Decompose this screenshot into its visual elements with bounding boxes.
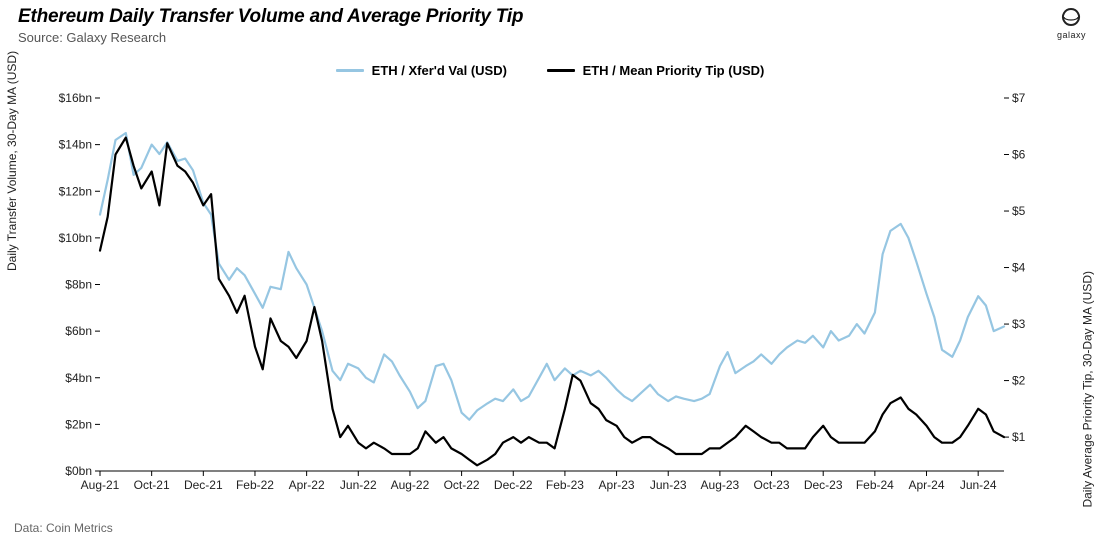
page-root: Ethereum Daily Transfer Volume and Avera… bbox=[0, 0, 1100, 541]
brand-logo: galaxy bbox=[1057, 6, 1086, 40]
galaxy-icon bbox=[1057, 6, 1086, 28]
legend-label-tip: ETH / Mean Priority Tip (USD) bbox=[583, 63, 765, 78]
chart-title: Ethereum Daily Transfer Volume and Avera… bbox=[18, 6, 523, 28]
svg-text:$6: $6 bbox=[1012, 148, 1026, 162]
svg-text:$16bn: $16bn bbox=[59, 91, 92, 105]
chart-subtitle: Source: Galaxy Research bbox=[18, 30, 523, 45]
svg-text:Feb-24: Feb-24 bbox=[856, 478, 894, 492]
chart-legend: ETH / Xfer'd Val (USD) ETH / Mean Priori… bbox=[0, 60, 1100, 78]
svg-text:Aug-22: Aug-22 bbox=[391, 478, 430, 492]
svg-text:$3: $3 bbox=[1012, 317, 1026, 331]
svg-text:Oct-22: Oct-22 bbox=[444, 478, 480, 492]
svg-text:Aug-23: Aug-23 bbox=[701, 478, 740, 492]
legend-swatch-xfer bbox=[336, 69, 364, 72]
chart-footer: Data: Coin Metrics bbox=[14, 521, 113, 535]
svg-text:$6bn: $6bn bbox=[65, 324, 92, 338]
svg-text:$8bn: $8bn bbox=[65, 278, 92, 292]
svg-text:Apr-23: Apr-23 bbox=[599, 478, 635, 492]
svg-text:Feb-23: Feb-23 bbox=[546, 478, 584, 492]
svg-text:$2: $2 bbox=[1012, 374, 1026, 388]
svg-text:$5: $5 bbox=[1012, 204, 1026, 218]
chart-svg: $0bn $2bn $4bn $6bn $8bn $10bn $12bn $14bn $16bn… bbox=[34, 82, 1066, 503]
legend-label-xfer: ETH / Xfer'd Val (USD) bbox=[372, 63, 507, 78]
chart-header: Ethereum Daily Transfer Volume and Avera… bbox=[18, 6, 523, 45]
svg-text:$7: $7 bbox=[1012, 91, 1026, 105]
svg-text:Feb-22: Feb-22 bbox=[236, 478, 274, 492]
svg-text:Apr-24: Apr-24 bbox=[908, 478, 944, 492]
svg-text:Jun-24: Jun-24 bbox=[960, 478, 997, 492]
svg-text:Jun-23: Jun-23 bbox=[650, 478, 687, 492]
legend-swatch-tip bbox=[547, 69, 575, 72]
svg-text:$14bn: $14bn bbox=[59, 138, 92, 152]
brand-name: galaxy bbox=[1057, 30, 1086, 40]
svg-text:Apr-22: Apr-22 bbox=[289, 478, 325, 492]
chart-area: $0bn $2bn $4bn $6bn $8bn $10bn $12bn $14bn $16bn… bbox=[34, 82, 1066, 503]
svg-text:$0bn: $0bn bbox=[65, 464, 92, 478]
svg-text:Oct-21: Oct-21 bbox=[134, 478, 170, 492]
svg-text:Dec-21: Dec-21 bbox=[184, 478, 223, 492]
svg-text:$12bn: $12bn bbox=[59, 184, 92, 198]
svg-text:$4bn: $4bn bbox=[65, 371, 92, 385]
svg-text:Oct-23: Oct-23 bbox=[754, 478, 790, 492]
svg-text:Dec-22: Dec-22 bbox=[494, 478, 533, 492]
legend-item-xfer: ETH / Xfer'd Val (USD) bbox=[336, 63, 507, 78]
left-axis-label: Daily Transfer Volume, 30-Day MA (USD) bbox=[5, 50, 19, 270]
svg-text:Dec-23: Dec-23 bbox=[804, 478, 843, 492]
right-axis-label: Daily Average Priority Tip, 30-Day MA (U… bbox=[1081, 271, 1095, 508]
svg-text:$1: $1 bbox=[1012, 430, 1026, 444]
legend-item-tip: ETH / Mean Priority Tip (USD) bbox=[547, 63, 765, 78]
svg-text:$2bn: $2bn bbox=[65, 417, 92, 431]
svg-text:Aug-21: Aug-21 bbox=[81, 478, 120, 492]
svg-text:$4: $4 bbox=[1012, 261, 1026, 275]
svg-text:$10bn: $10bn bbox=[59, 231, 92, 245]
svg-text:Jun-22: Jun-22 bbox=[340, 478, 377, 492]
